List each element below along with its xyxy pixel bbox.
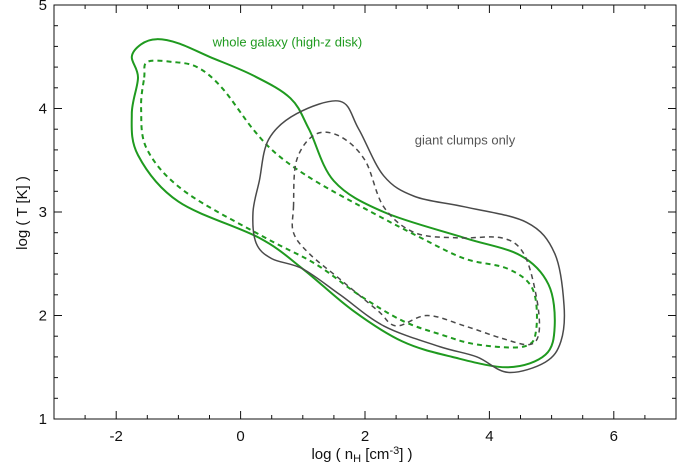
y-tick-label: 2 <box>39 308 47 325</box>
clumps-outer-contour <box>252 100 566 374</box>
y-tick-label: 3 <box>39 204 47 221</box>
x-axis-title-sub: H <box>353 453 361 465</box>
annotations: whole galaxy (high-z disk) giant clumps o… <box>212 34 516 147</box>
y-tick-label: 4 <box>39 101 47 118</box>
x-tick-label: 2 <box>361 428 369 445</box>
x-tick-label: 6 <box>610 428 618 445</box>
y-tick-marks <box>54 4 676 420</box>
giant-clumps-label: giant clumps only <box>415 133 516 148</box>
x-tick-label: -2 <box>110 428 123 445</box>
galaxy-outer-contour <box>130 38 556 369</box>
x-axis-title: log ( nH [cm-3] ) <box>311 445 412 465</box>
x-tick-label: 4 <box>485 428 493 445</box>
y-tick-label: 5 <box>39 0 47 14</box>
y-tick-label: 1 <box>39 411 47 428</box>
x-tick-marks <box>53 5 677 419</box>
series-contours <box>130 38 566 374</box>
y-axis-title: log ( T [K] ) <box>14 176 31 250</box>
whole-galaxy-label: whole galaxy (high-z disk) <box>212 34 363 49</box>
plot-frame <box>53 4 677 420</box>
clumps-inner-contour <box>291 131 541 346</box>
galaxy-inner-contour <box>140 59 538 349</box>
x-tick-labels: -2 0 2 4 6 <box>110 428 618 445</box>
x-axis-title-sup: -3 <box>389 445 399 457</box>
x-tick-label: 0 <box>236 428 244 445</box>
plot-area <box>53 4 677 420</box>
y-tick-labels: 1 2 3 4 5 <box>39 0 47 428</box>
